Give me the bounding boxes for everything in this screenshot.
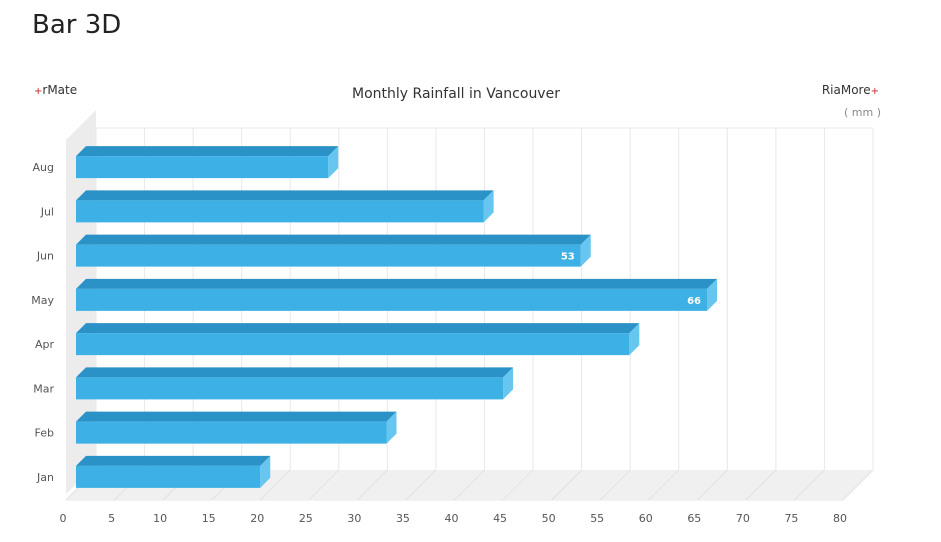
page-title: Bar 3D: [32, 10, 122, 40]
x-tick-label: 15: [202, 512, 216, 525]
x-tick-label: 65: [687, 512, 701, 525]
grid-floor-line: [454, 469, 485, 501]
bar-side: [483, 190, 494, 223]
grid-floor-line: [842, 469, 874, 501]
x-tick-label: 5: [108, 512, 115, 525]
x-tick-label: 55: [590, 512, 604, 525]
grid-lines: [65, 127, 874, 501]
grid-floor-line: [794, 469, 825, 501]
unit-label: ( mm ): [843, 106, 881, 119]
bar-top: [76, 367, 514, 378]
x-tick-label: 70: [736, 512, 750, 525]
y-tick-label: Jun: [36, 250, 54, 263]
y-tick-label: Aug: [33, 161, 54, 174]
y-tick-label: Apr: [35, 338, 55, 351]
chart-floor-edge: [66, 500, 843, 501]
chart-title: Monthly Rainfall in Vancouver: [352, 86, 560, 102]
bar-top: [76, 234, 591, 245]
bar-front: [76, 333, 630, 356]
grid-floor-line: [745, 469, 777, 501]
bar-front: [76, 465, 261, 488]
bar-top: [76, 411, 397, 422]
bar-top: [76, 146, 339, 157]
bar-front: [76, 200, 484, 223]
bar-side: [386, 411, 397, 444]
grid-floor-line: [648, 469, 680, 501]
bar-top: [76, 323, 640, 334]
bar-apr: [76, 323, 640, 356]
grid-floor-line: [357, 469, 388, 501]
x-axis-labels: 0 5 10 15 20 25 30 35 40 45 50 55 60 65 70 75 80: [60, 512, 848, 525]
brand-name-left: rMate: [42, 83, 78, 97]
grid-floor-line: [551, 469, 582, 501]
brand-logo-right: RiaMore+: [822, 83, 879, 97]
bar-front: [76, 156, 329, 179]
bar-side: [580, 234, 591, 267]
x-tick-label: 25: [299, 512, 313, 525]
x-tick-label: 0: [60, 512, 67, 525]
bar-feb: [76, 411, 397, 444]
bar-jan: [76, 455, 271, 488]
grid-floor-line: [405, 469, 437, 501]
x-tick-label: 75: [784, 512, 798, 525]
grid-floor-line: [308, 469, 340, 501]
plus-icon: +: [870, 86, 879, 97]
x-tick-label: 80: [833, 512, 847, 525]
bar-side: [328, 146, 339, 179]
bar-top: [76, 455, 271, 466]
grid-floor-line: [259, 469, 291, 501]
bar-may: 66: [76, 278, 718, 311]
bar-front: [76, 244, 581, 267]
bar-side: [503, 367, 514, 400]
grid-floor-line: [599, 469, 631, 501]
brand-logo-left: +rMate: [34, 83, 77, 97]
y-tick-label: Feb: [35, 427, 54, 440]
bar-front: [76, 288, 708, 311]
bar-top: [76, 190, 494, 201]
bar-jun: 53: [76, 234, 591, 267]
y-tick-label: Jul: [40, 205, 54, 218]
data-label: 66: [687, 296, 701, 307]
bar-side: [260, 455, 271, 488]
grid-floor-line: [696, 469, 728, 501]
brand-name-right: RiaMore: [821, 83, 871, 97]
bars: 66 53: [76, 146, 718, 488]
data-label: 53: [561, 252, 575, 263]
bar-mar: [76, 367, 514, 400]
y-tick-label: Jan: [36, 471, 54, 484]
y-tick-label: Mar: [33, 382, 54, 395]
x-tick-label: 35: [396, 512, 410, 525]
x-tick-label: 50: [542, 512, 556, 525]
x-tick-label: 45: [493, 512, 507, 525]
bar-jul: [76, 190, 494, 223]
y-axis-labels: Jan Feb Mar Apr May Jun Jul Aug: [31, 161, 54, 484]
x-tick-label: 20: [250, 512, 264, 525]
grid-floor-line: [502, 469, 534, 501]
plus-icon: +: [34, 86, 43, 97]
bar-aug: [76, 146, 339, 179]
bar-top: [76, 278, 718, 289]
bar-front: [76, 421, 387, 444]
x-tick-label: 40: [445, 512, 459, 525]
x-tick-label: 30: [347, 512, 361, 525]
x-tick-label: 10: [153, 512, 167, 525]
bar-front: [76, 377, 504, 400]
y-tick-label: May: [31, 294, 54, 307]
x-tick-label: 60: [639, 512, 653, 525]
bar-side: [707, 278, 718, 311]
bar-side: [629, 323, 640, 356]
